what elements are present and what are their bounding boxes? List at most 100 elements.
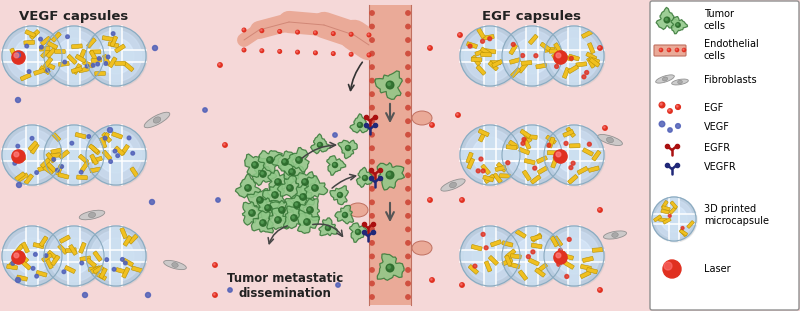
Circle shape <box>86 64 89 68</box>
Circle shape <box>278 50 280 52</box>
Circle shape <box>458 33 462 37</box>
Circle shape <box>663 260 681 278</box>
Circle shape <box>406 92 410 96</box>
Circle shape <box>549 230 599 281</box>
Circle shape <box>261 221 263 223</box>
Circle shape <box>6 129 58 180</box>
FancyBboxPatch shape <box>43 166 54 175</box>
Circle shape <box>260 29 264 33</box>
Ellipse shape <box>662 77 668 81</box>
Bar <box>2 250 62 262</box>
FancyBboxPatch shape <box>91 156 102 163</box>
Circle shape <box>123 261 127 265</box>
FancyBboxPatch shape <box>130 167 139 178</box>
Circle shape <box>661 206 687 232</box>
Circle shape <box>521 53 525 58</box>
FancyBboxPatch shape <box>71 67 82 73</box>
FancyBboxPatch shape <box>102 132 110 143</box>
Circle shape <box>14 53 18 58</box>
Circle shape <box>252 162 258 168</box>
Circle shape <box>314 51 318 55</box>
FancyBboxPatch shape <box>521 61 532 65</box>
Polygon shape <box>278 176 301 199</box>
Circle shape <box>357 230 358 232</box>
Circle shape <box>96 62 99 66</box>
Circle shape <box>406 24 410 29</box>
FancyBboxPatch shape <box>59 235 70 243</box>
FancyBboxPatch shape <box>18 150 26 161</box>
Circle shape <box>131 151 134 155</box>
FancyBboxPatch shape <box>562 55 573 61</box>
FancyBboxPatch shape <box>663 218 671 224</box>
FancyBboxPatch shape <box>502 241 513 247</box>
Ellipse shape <box>612 233 618 237</box>
FancyBboxPatch shape <box>102 54 110 65</box>
Circle shape <box>331 52 335 55</box>
Polygon shape <box>270 200 293 222</box>
FancyBboxPatch shape <box>524 159 535 165</box>
Circle shape <box>38 37 42 41</box>
Circle shape <box>49 129 99 180</box>
Polygon shape <box>271 151 296 175</box>
Circle shape <box>556 137 592 173</box>
FancyBboxPatch shape <box>10 48 18 59</box>
FancyBboxPatch shape <box>562 253 574 260</box>
Bar <box>44 250 104 262</box>
FancyBboxPatch shape <box>80 256 90 261</box>
Polygon shape <box>326 156 346 175</box>
Circle shape <box>675 49 678 52</box>
Circle shape <box>260 49 264 53</box>
FancyBboxPatch shape <box>123 235 132 246</box>
FancyBboxPatch shape <box>38 165 49 172</box>
Circle shape <box>370 51 374 56</box>
Circle shape <box>296 157 302 163</box>
FancyBboxPatch shape <box>102 150 112 160</box>
Circle shape <box>116 154 119 157</box>
Circle shape <box>603 127 605 128</box>
FancyBboxPatch shape <box>66 248 76 253</box>
Circle shape <box>669 109 670 111</box>
FancyBboxPatch shape <box>22 242 30 253</box>
FancyBboxPatch shape <box>59 150 70 159</box>
Circle shape <box>332 32 334 34</box>
Bar <box>44 149 104 161</box>
Circle shape <box>461 284 462 285</box>
Circle shape <box>257 197 263 203</box>
Circle shape <box>283 160 286 162</box>
FancyBboxPatch shape <box>536 63 546 69</box>
Circle shape <box>406 187 410 191</box>
Circle shape <box>291 215 298 221</box>
Circle shape <box>406 11 410 15</box>
FancyBboxPatch shape <box>30 30 40 39</box>
FancyBboxPatch shape <box>93 251 102 262</box>
Circle shape <box>280 208 282 211</box>
Circle shape <box>368 34 369 35</box>
Circle shape <box>370 214 374 218</box>
Circle shape <box>406 227 410 232</box>
Circle shape <box>460 198 464 202</box>
Polygon shape <box>262 183 285 207</box>
FancyBboxPatch shape <box>36 271 47 277</box>
FancyBboxPatch shape <box>523 132 532 142</box>
Circle shape <box>388 83 390 86</box>
Circle shape <box>514 137 550 173</box>
Circle shape <box>456 113 460 117</box>
FancyBboxPatch shape <box>47 250 58 260</box>
Circle shape <box>479 157 483 161</box>
Bar <box>110 226 122 286</box>
Circle shape <box>342 212 347 218</box>
FancyBboxPatch shape <box>484 174 494 183</box>
Polygon shape <box>350 223 369 242</box>
Text: Tumor
cells: Tumor cells <box>704 9 734 31</box>
Circle shape <box>370 38 374 42</box>
Circle shape <box>350 53 353 56</box>
FancyBboxPatch shape <box>548 137 555 148</box>
Circle shape <box>91 63 95 67</box>
FancyBboxPatch shape <box>24 40 34 45</box>
Circle shape <box>336 283 340 287</box>
Circle shape <box>258 198 260 200</box>
Circle shape <box>314 52 315 53</box>
Circle shape <box>121 258 124 261</box>
Circle shape <box>502 226 562 286</box>
Circle shape <box>386 81 394 89</box>
